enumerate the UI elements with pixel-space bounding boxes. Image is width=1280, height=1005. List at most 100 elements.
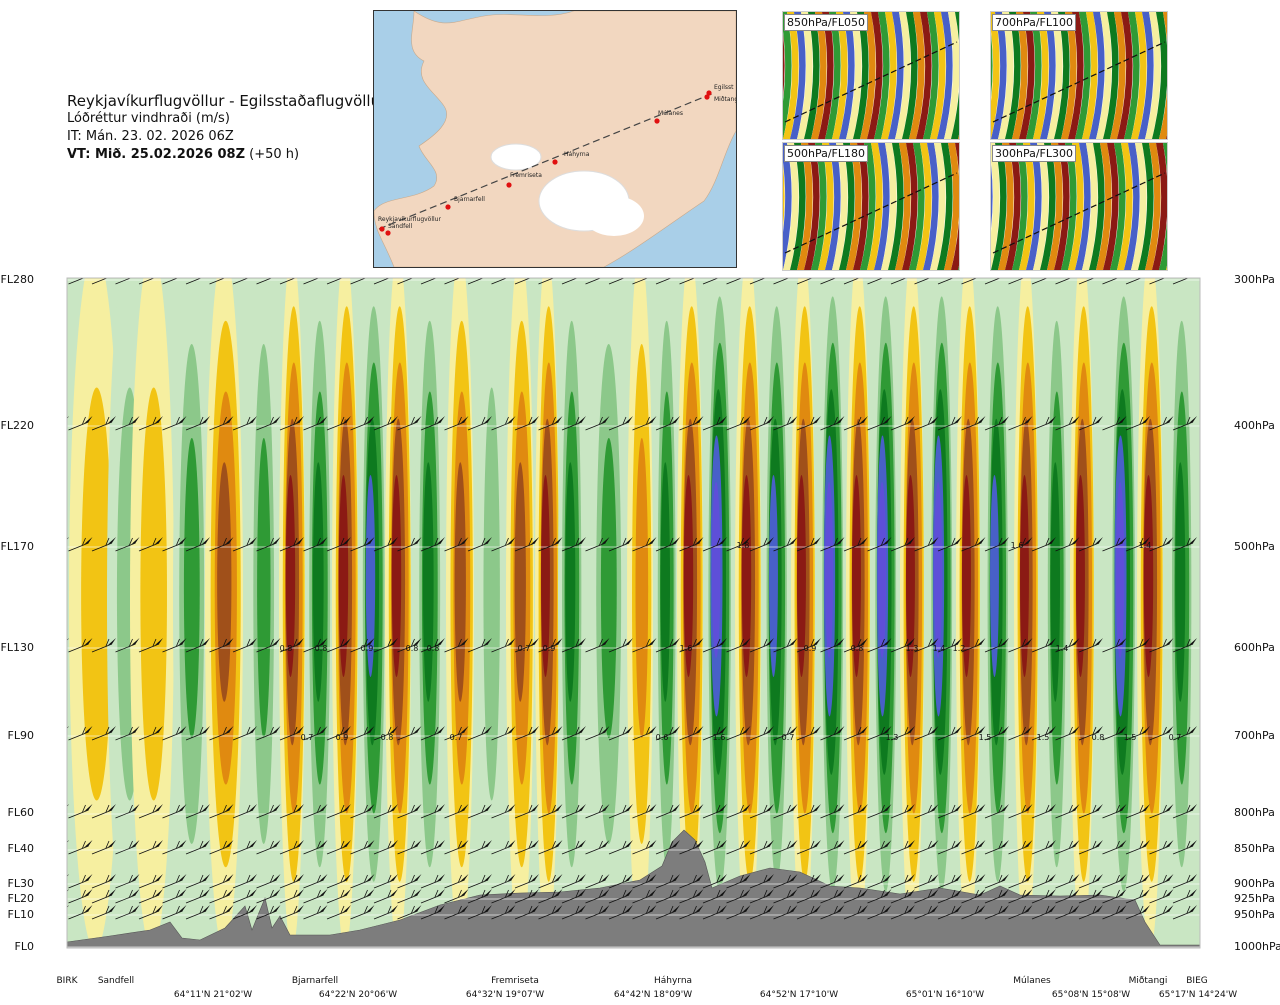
- wind-barb: [1078, 804, 1103, 819]
- wind-barb: [138, 889, 163, 904]
- thumbnail-stripe: [874, 143, 890, 270]
- thumbnail-stripe: [902, 12, 918, 139]
- wind-barb: [514, 638, 539, 653]
- thumbnail-300-image: [991, 143, 1167, 270]
- wind-barb: [91, 726, 116, 741]
- thumbnail-stripe: [944, 12, 959, 139]
- hpa-label: 900hPa: [1234, 877, 1275, 890]
- wind-barb: [608, 416, 633, 431]
- wind-barb: [373, 537, 398, 552]
- downdraft-band: [590, 278, 624, 948]
- thumbnail-stripe: [1145, 12, 1161, 139]
- thumbnail-700-image: [991, 12, 1167, 139]
- contour-level: [217, 462, 232, 702]
- wind-barb: [185, 416, 210, 431]
- wind-barb: [256, 416, 281, 431]
- thumbnail-stripe: [811, 143, 827, 270]
- wind-barb: [68, 726, 93, 741]
- wind-barb: [937, 278, 955, 285]
- wind-barb: [279, 537, 304, 552]
- wind-barb: [115, 537, 140, 552]
- wind-barb: [608, 804, 633, 819]
- wind-barb: [655, 726, 680, 741]
- wind-barb: [162, 416, 187, 431]
- map-point-label: Múlanes: [658, 110, 683, 117]
- wind-barb: [702, 537, 727, 552]
- wind-barb: [232, 726, 257, 741]
- wind-barb: [68, 537, 93, 552]
- thumbnail-stripe: [1131, 143, 1147, 270]
- wind-barb: [397, 889, 422, 904]
- fl-label: FL30: [7, 877, 34, 890]
- wind-barb: [820, 638, 845, 653]
- wind-barb: [232, 638, 257, 653]
- thumbnail-stripe: [853, 143, 869, 270]
- thumbnail-700[interactable]: 700hPa/FL100: [990, 11, 1168, 140]
- wind-barb: [91, 638, 116, 653]
- thumbnail-stripe: [895, 12, 911, 139]
- hpa-label: 950hPa: [1234, 908, 1275, 921]
- wind-barb: [679, 278, 696, 285]
- wind-barb: [91, 416, 116, 431]
- wind-barb: [749, 278, 767, 285]
- wind-barb: [326, 889, 351, 904]
- wind-barb: [961, 537, 986, 552]
- wind-barb: [820, 840, 845, 855]
- thumbnail-stripe: [998, 12, 1014, 139]
- max-value-label: 0.8: [280, 644, 293, 653]
- thumbnail-stripe: [818, 143, 834, 270]
- thumbnail-stripe: [867, 143, 883, 270]
- wind-barb: [726, 874, 751, 889]
- wind-barb: [1149, 804, 1174, 819]
- wind-barb: [514, 416, 539, 431]
- contour-level: [934, 481, 943, 659]
- map-point-marker: [706, 90, 712, 96]
- wind-barb: [538, 804, 563, 819]
- wind-barb: [1078, 726, 1103, 741]
- wind-barb: [138, 905, 163, 920]
- wind-barb: [1031, 889, 1056, 904]
- wind-barb: [67, 840, 69, 843]
- wind-barb: [937, 905, 962, 920]
- wind-barb: [397, 638, 422, 653]
- wind-barb: [561, 905, 586, 920]
- thumbnail-300[interactable]: 300hPa/FL300: [990, 142, 1168, 271]
- wind-barb: [1149, 726, 1174, 741]
- thumbnail-500[interactable]: 500hPa/FL180: [782, 142, 960, 271]
- thumbnail-stripe: [1047, 12, 1063, 139]
- downdraft-band: [1168, 278, 1192, 948]
- wind-barb: [420, 889, 445, 904]
- wind-barb: [232, 874, 257, 889]
- wind-barb: [467, 874, 492, 889]
- coordinate-label: 64°11'N 21°02'W: [173, 990, 253, 1000]
- wind-barb: [843, 905, 868, 920]
- contour-level: [852, 475, 861, 677]
- wind-barb: [1008, 726, 1033, 741]
- wind-barb: [749, 638, 774, 653]
- wind-barb: [1149, 416, 1174, 431]
- thumbnail-stripe: [991, 164, 993, 229]
- wind-barb: [209, 804, 234, 819]
- thumbnail-stripe: [1166, 134, 1167, 139]
- wind-barb: [444, 416, 469, 431]
- wind-barb: [303, 874, 328, 889]
- thumbnail-stripe: [1124, 12, 1140, 139]
- wind-barb: [350, 889, 375, 904]
- downdraft-band: [359, 278, 385, 948]
- wind-barb: [843, 804, 868, 819]
- thumbnail-route-line: [992, 172, 1166, 254]
- max-value-label: 1.4: [933, 644, 946, 653]
- wind-barb: [773, 278, 790, 285]
- wind-barb: [1008, 638, 1033, 653]
- wind-barb: [632, 726, 657, 741]
- wind-barb: [749, 905, 774, 920]
- wind-barb: [1149, 278, 1166, 285]
- wind-barb: [749, 889, 774, 904]
- wind-barb: [961, 840, 986, 855]
- wind-barb: [1055, 537, 1080, 552]
- downdraft-band: [819, 278, 844, 948]
- thumbnail-stripe: [860, 143, 876, 270]
- thumbnail-stripe: [902, 143, 918, 270]
- thumbnail-850[interactable]: 850hPa/FL050: [782, 11, 960, 140]
- wind-barb: [984, 638, 1009, 653]
